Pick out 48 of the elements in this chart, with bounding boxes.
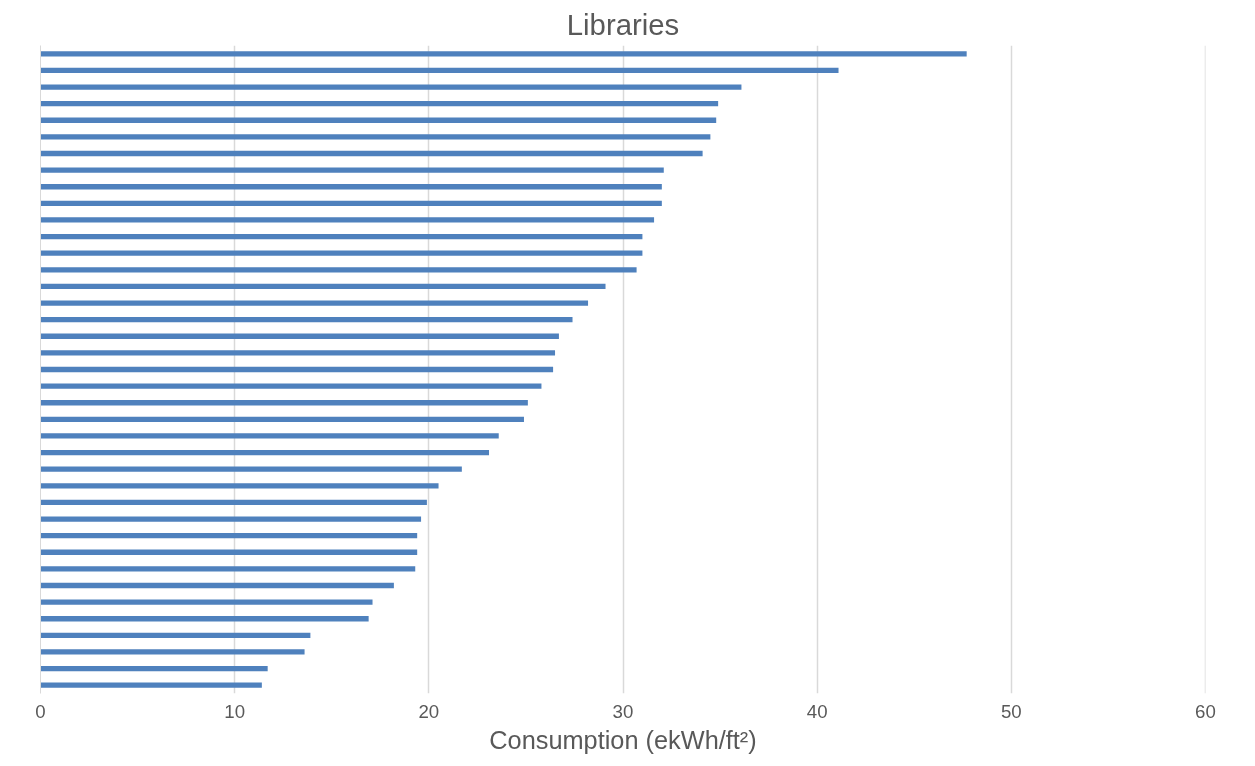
bar: [40, 549, 418, 555]
bar: [40, 333, 559, 339]
x-axis-title: Consumption (ekWh/ft²): [489, 725, 757, 754]
bar: [40, 283, 606, 290]
bar: [40, 117, 717, 123]
bar: [40, 682, 262, 688]
bar: [40, 366, 554, 373]
bar: [40, 599, 373, 605]
bar: [40, 433, 499, 439]
bar: [40, 416, 524, 422]
bar: [40, 233, 643, 240]
bar: [40, 300, 589, 306]
bar: [40, 184, 662, 190]
bar: [40, 499, 427, 506]
bar: [40, 649, 305, 655]
bar: [40, 51, 967, 57]
bar: [40, 250, 643, 256]
bar: [40, 317, 573, 323]
bar: [40, 84, 742, 90]
bar: [40, 267, 637, 273]
bar: [40, 150, 703, 157]
bar: [40, 516, 422, 522]
bar: [40, 466, 462, 472]
x-tick-label: 50: [1000, 700, 1022, 722]
x-tick-label: 20: [418, 700, 440, 722]
bar: [40, 665, 268, 672]
bar: [40, 383, 542, 389]
bar: [40, 167, 664, 173]
bar: [40, 582, 394, 589]
chart-title: Libraries: [566, 7, 680, 41]
x-tick-label: 30: [612, 700, 634, 722]
bar: [40, 566, 416, 572]
bar: [40, 632, 311, 638]
bar: [40, 533, 418, 539]
bar: [40, 483, 439, 489]
bar: [40, 350, 556, 356]
bar: [40, 67, 839, 74]
bar: [40, 449, 490, 456]
x-tick-label: 60: [1195, 700, 1216, 722]
x-tick-label: 10: [224, 700, 246, 722]
bar: [40, 616, 369, 622]
bar: [40, 134, 711, 140]
x-tick-label: 0: [35, 700, 46, 722]
bar: [40, 101, 719, 107]
x-tick-label: 40: [806, 700, 828, 722]
bar: [40, 400, 528, 406]
bar: [40, 200, 662, 206]
bar: [40, 217, 655, 223]
